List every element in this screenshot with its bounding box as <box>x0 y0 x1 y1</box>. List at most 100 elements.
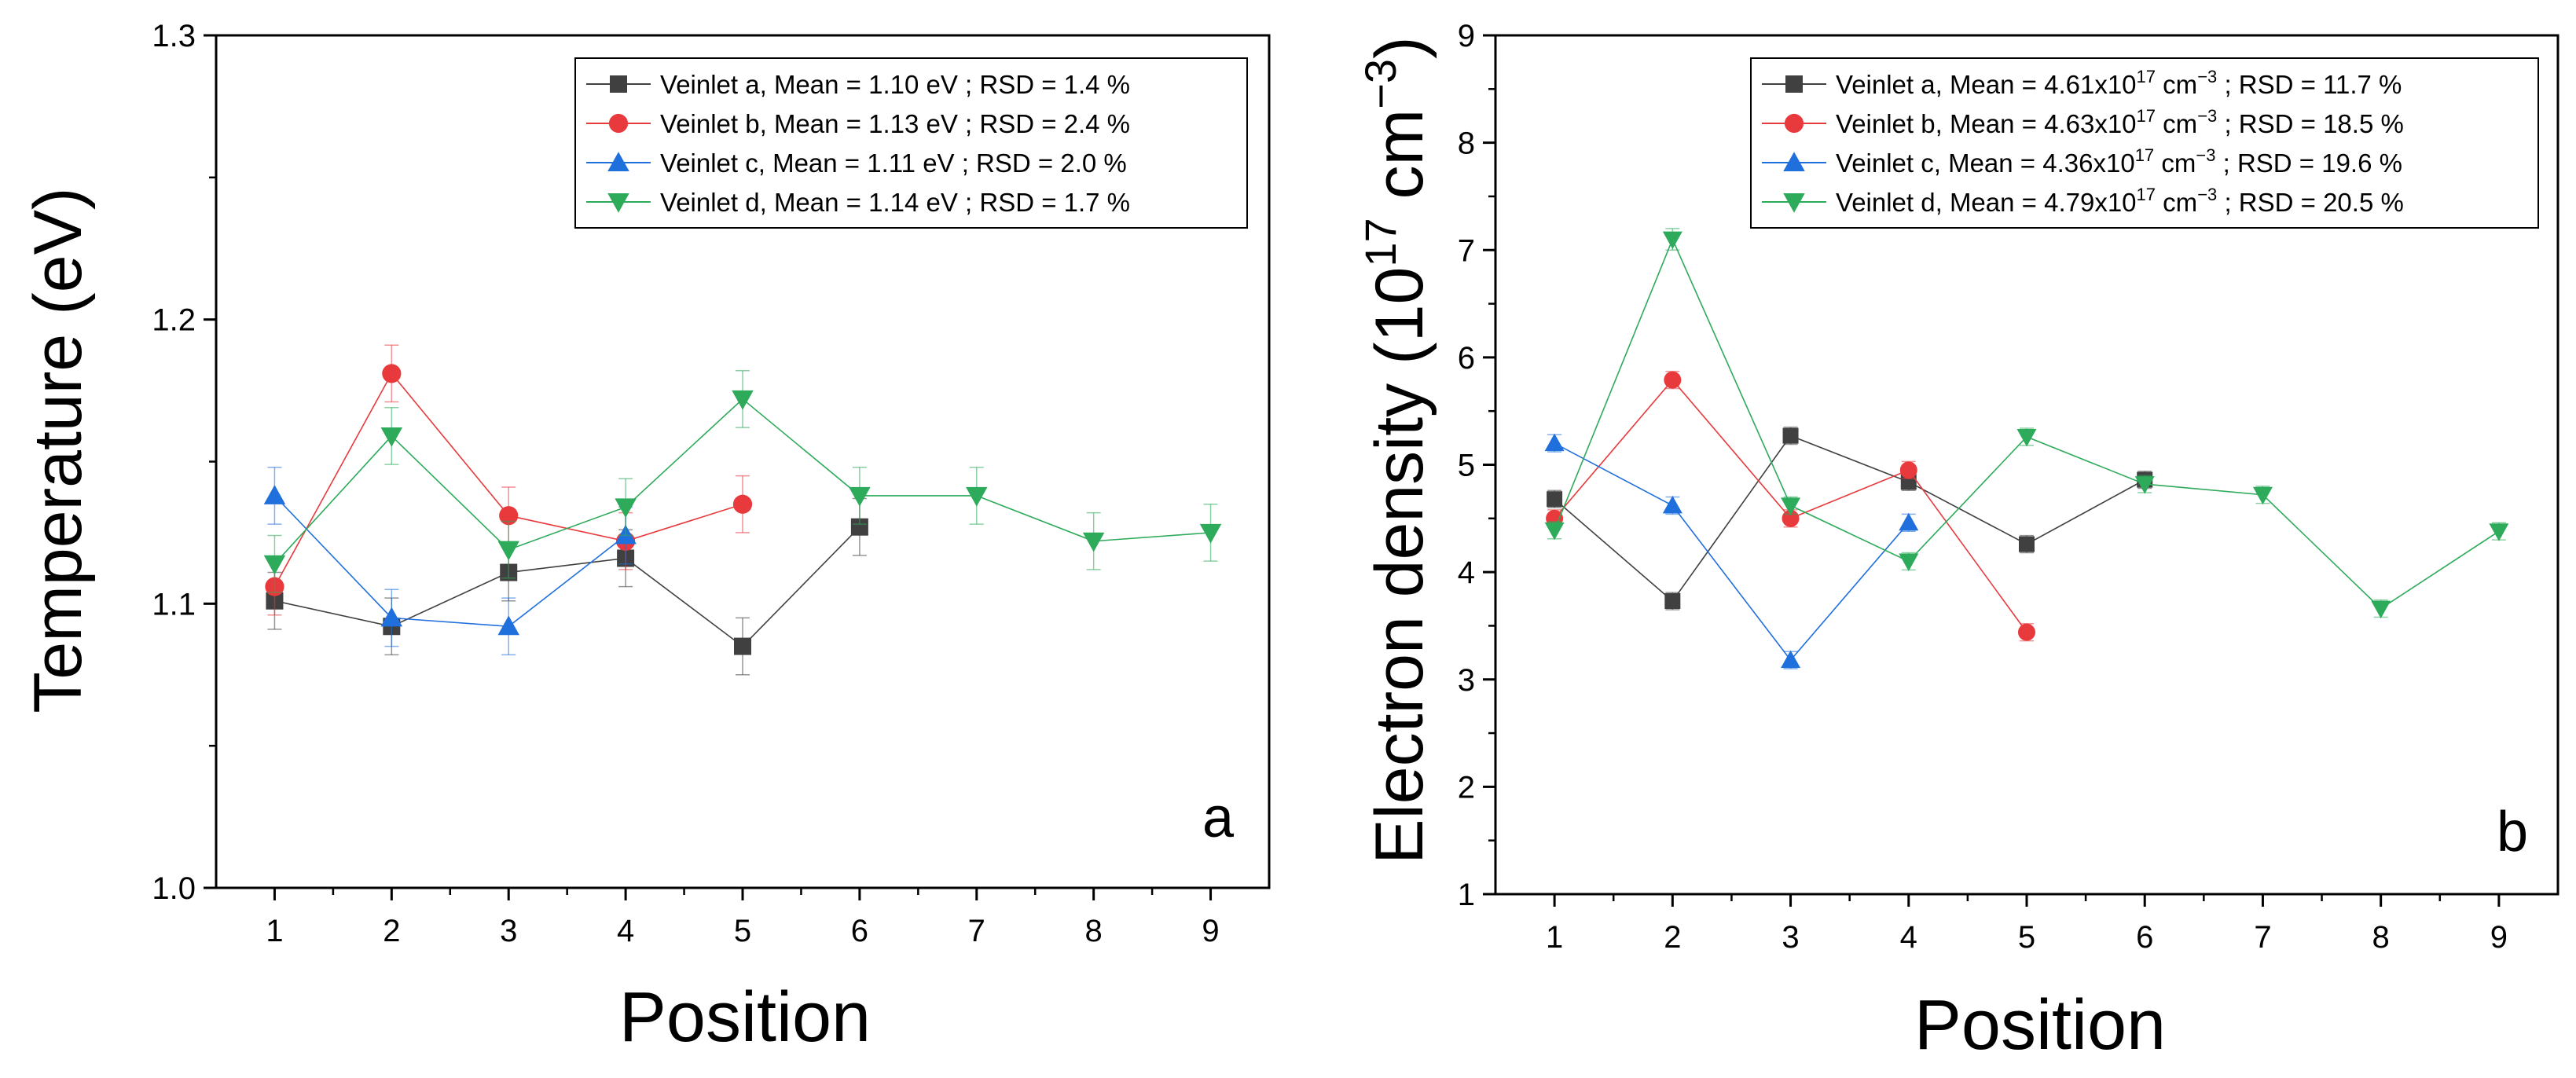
panel-b-data-point <box>1899 512 1919 531</box>
panel-b-legend-marker <box>1785 75 1803 93</box>
panel-a-series-1 <box>266 497 868 676</box>
panel-a-data-point <box>732 390 754 410</box>
panel-b-data-point <box>2019 536 2035 552</box>
panel-a-data-point <box>497 541 519 561</box>
panel-b-legend-label: Veinlet b, Mean = 4.63x1017 cm−3 ; RSD =… <box>1836 106 2404 138</box>
panel-b-legend-entry: Veinlet c, Mean = 4.36x1017 cm−3 ; RSD =… <box>1762 145 2402 178</box>
panel-a-legend-marker <box>607 152 629 171</box>
panel-a-data-point <box>849 486 871 507</box>
panel-b-y-tick-label: 7 <box>1458 233 1475 268</box>
panel-a-data-point <box>263 485 286 504</box>
panel-a-legend-marker <box>608 113 629 134</box>
panel-a-legend-entry: Veinlet d, Mean = 1.14 eV ; RSD = 1.7 % <box>586 188 1130 217</box>
panel-b-x-axis-title: Position <box>1914 986 2166 1065</box>
panel-a-data-point <box>382 364 402 383</box>
panel-a-data-point <box>497 615 519 636</box>
panel-b-x-tick-label: 9 <box>2490 920 2508 955</box>
panel-a-temperature-chart: Temperature (eV) Position a 1 2 3 4 5 6 7 8 9 1.0… <box>20 19 1271 1057</box>
panel-b-legend-box <box>1750 57 2539 229</box>
panel-b-legend-label: Veinlet d, Mean = 4.79x1017 cm−3 ; RSD =… <box>1836 185 2404 217</box>
panel-a-legend-label: Veinlet b, Mean = 1.13 eV ; RSD = 2.4 % <box>660 109 1130 138</box>
panel-a-data-point <box>966 486 988 507</box>
panel-b-y-tick-label: 3 <box>1458 663 1475 698</box>
panel-b-legend-label: Veinlet a, Mean = 4.61x1017 cm−3 ; RSD =… <box>1836 67 2402 99</box>
panel-b-data-point <box>1662 231 1682 250</box>
panel-b-tag: b <box>2497 801 2528 864</box>
panel-b-data-point <box>2016 428 2037 447</box>
panel-b-y-axis-title-exp2: −3 <box>1356 59 1405 109</box>
panel-b-data-point <box>1781 497 1801 515</box>
panel-a-x-tick-label: 3 <box>500 914 517 948</box>
panel-b-series-line <box>1554 442 1910 662</box>
panel-b-data-point <box>2371 600 2391 619</box>
panel-a-tag: a <box>1202 786 1235 849</box>
panel-b-x-tick-label: 1 <box>1546 920 1563 955</box>
panel-b-y-tick-label: 4 <box>1458 556 1475 590</box>
panel-a-legend-box <box>574 57 1248 229</box>
panel-b-data-point <box>1782 427 1799 444</box>
panel-b-y-tick-label: 1 <box>1458 878 1475 912</box>
panel-a-data-point <box>380 607 403 627</box>
panel-a-data-point <box>850 518 868 536</box>
panel-a-y-tick-label: 1.2 <box>152 303 196 338</box>
panel-b-y-tick-label: 8 <box>1458 126 1475 161</box>
panel-b-x-tick-label: 8 <box>2372 920 2390 955</box>
panel-b-data-point <box>1781 650 1801 669</box>
panel-b-x-tick-label: 5 <box>2018 920 2035 955</box>
panel-b-legend-entry: Veinlet b, Mean = 4.63x1017 cm−3 ; RSD =… <box>1762 106 2404 138</box>
panel-a-legend-marker <box>610 75 627 93</box>
panel-b-data-point <box>1900 474 1917 490</box>
panel-b-x-tick-label: 6 <box>2136 920 2153 955</box>
panel-a-x-axis-title: Position <box>619 978 871 1057</box>
panel-b-data-point <box>1544 522 1565 541</box>
panel-a-legend-entry: Veinlet b, Mean = 1.13 eV ; RSD = 2.4 % <box>586 109 1130 138</box>
panel-a-x-tick-label: 6 <box>851 914 868 948</box>
panel-a-data-point <box>263 555 286 575</box>
panel-b-y-tick-label: 5 <box>1458 449 1475 483</box>
panel-b-x-tick-label: 3 <box>1782 920 1799 955</box>
panel-b-data-point <box>2018 623 2035 641</box>
panel-b-y-axis-title-unit: cm <box>1362 109 1437 218</box>
panel-a-series-line <box>274 526 861 647</box>
panel-b-data-point <box>1662 495 1682 514</box>
panel-b-data-point <box>2134 476 2155 494</box>
panel-a-x-tick-label: 9 <box>1202 914 1219 948</box>
panel-a-legend-marker <box>607 193 629 213</box>
panel-a-legend-label: Veinlet c, Mean = 1.11 eV ; RSD = 2.0 % <box>660 148 1127 178</box>
panel-a-data-point <box>615 498 637 519</box>
panel-b-data-point <box>1899 461 1917 479</box>
panel-b-legend-marker <box>1783 152 1805 171</box>
panel-a-data-point <box>380 427 403 447</box>
panel-b-y-axis-title: Electron density (1017 cm−3) <box>1356 36 1437 864</box>
panel-b-series-3 <box>1544 433 1919 669</box>
panel-b-data-point <box>2489 523 2509 541</box>
panel-b-y-axis-title-exp1: 17 <box>1356 218 1405 266</box>
panel-a-legend-label: Veinlet d, Mean = 1.14 eV ; RSD = 1.7 % <box>660 188 1130 217</box>
panel-b-legend-entry: Veinlet a, Mean = 4.61x1017 cm−3 ; RSD =… <box>1762 67 2402 99</box>
panel-b-data-point <box>1664 593 1681 610</box>
panel-b-data-point <box>1664 371 1682 389</box>
panel-b-series-1 <box>1547 426 2153 610</box>
panel-a-data-point <box>734 637 751 655</box>
panel-a-data-point <box>1199 523 1222 544</box>
panel-a-legend-entry: Veinlet a, Mean = 1.10 eV ; RSD = 1.4 % <box>586 70 1130 99</box>
panel-b-electron-density-chart: Electron density (1017 cm−3) Position b … <box>1356 19 2559 1065</box>
panel-a-y-tick-label: 1.3 <box>152 19 196 53</box>
panel-b-series-line <box>1554 434 2145 603</box>
panel-b-series-4 <box>1544 228 2509 619</box>
panel-b-data-point <box>1547 491 1563 508</box>
panel-b-y-tick-label: 9 <box>1458 19 1475 53</box>
panel-b-legend-label: Veinlet c, Mean = 4.36x1017 cm−3 ; RSD =… <box>1836 145 2402 178</box>
panel-a-data-point <box>499 506 519 526</box>
panel-b-y-tick-label: 6 <box>1458 341 1475 376</box>
panel-a-data-point <box>1082 532 1105 552</box>
panel-a-data-point <box>732 494 753 514</box>
panel-a-y-tick-label: 1.1 <box>152 587 196 622</box>
panel-b-legend-marker <box>1784 113 1804 134</box>
panel-b-data-point <box>2252 486 2273 505</box>
panel-a-x-tick-label: 7 <box>968 914 985 948</box>
panel-b-y-axis-title-end: ) <box>1362 36 1437 59</box>
panel-a-x-tick-label: 4 <box>617 914 634 948</box>
panel-b-data-point <box>1899 553 1919 571</box>
